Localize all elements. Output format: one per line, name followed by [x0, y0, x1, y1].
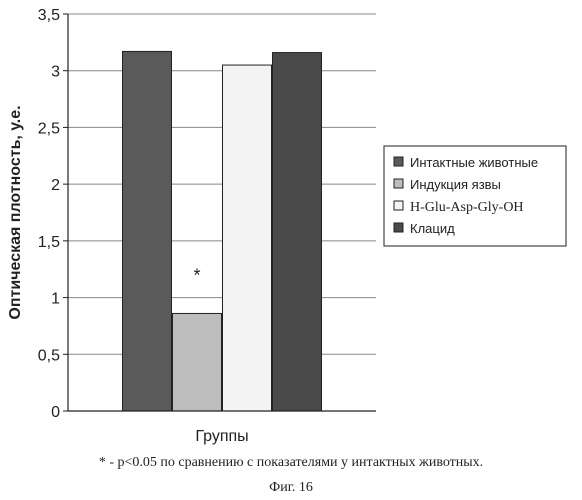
bar: [273, 53, 322, 411]
legend-swatch: [394, 223, 403, 232]
y-tick-label: 0: [51, 404, 60, 421]
y-tick-label: 2: [51, 177, 60, 194]
y-tick-label: 0,5: [38, 347, 60, 364]
y-tick-label: 3: [51, 64, 60, 81]
y-axis-title: Оптическая плотность, у.е.: [7, 105, 24, 319]
legend-swatch: [394, 179, 403, 188]
y-tick-label: 1,5: [38, 234, 60, 251]
legend-label: Клацид: [410, 221, 455, 236]
legend: Интактные животные Индукция язвы H-Glu-Asp…: [384, 146, 566, 246]
y-axis-ticks: 0 0,5 1 1,5 2 2,5 3 3,5: [38, 7, 68, 421]
bars: [123, 51, 322, 411]
legend-label: Интактные животные: [410, 155, 538, 170]
bar: [223, 65, 272, 411]
y-tick-label: 3,5: [38, 7, 60, 24]
y-tick-label: 1: [51, 291, 60, 308]
footnote: * - p<0.05 по сравнению с показателями у…: [0, 455, 582, 471]
legend-swatch: [394, 157, 403, 166]
x-axis-title: Группы: [195, 428, 248, 445]
figure-label: Фиг. 16: [0, 480, 582, 496]
legend-swatch: [394, 201, 403, 210]
legend-label: H-Glu-Asp-Gly-OH: [410, 200, 524, 215]
significance-annotation: *: [193, 265, 200, 285]
bar: [123, 51, 172, 411]
legend-label: Индукция язвы: [410, 177, 501, 192]
y-tick-label: 2,5: [38, 120, 60, 137]
bar: [173, 313, 222, 411]
